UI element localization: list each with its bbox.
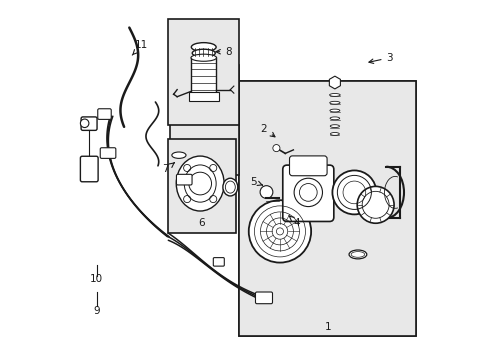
Bar <box>239 81 416 336</box>
Ellipse shape <box>329 94 340 96</box>
FancyBboxPatch shape <box>100 148 116 158</box>
Text: 7: 7 <box>162 163 174 174</box>
Text: 5: 5 <box>250 177 262 187</box>
Ellipse shape <box>192 49 215 57</box>
Text: 6: 6 <box>198 218 204 228</box>
Circle shape <box>260 186 272 198</box>
Ellipse shape <box>223 178 237 196</box>
Bar <box>239 81 416 336</box>
Ellipse shape <box>191 42 216 51</box>
FancyBboxPatch shape <box>81 117 97 130</box>
Text: 3: 3 <box>368 53 392 63</box>
Text: 2: 2 <box>260 123 274 137</box>
Bar <box>188 93 218 101</box>
Ellipse shape <box>348 250 366 259</box>
FancyBboxPatch shape <box>255 292 272 304</box>
Ellipse shape <box>171 152 185 158</box>
Text: 9: 9 <box>93 306 100 316</box>
Ellipse shape <box>329 117 339 120</box>
FancyBboxPatch shape <box>176 174 192 185</box>
Bar <box>170 65 239 175</box>
Ellipse shape <box>329 101 339 104</box>
Ellipse shape <box>330 132 339 135</box>
FancyBboxPatch shape <box>98 109 111 120</box>
Bar <box>191 57 216 93</box>
Circle shape <box>356 186 393 223</box>
FancyBboxPatch shape <box>213 258 224 266</box>
Ellipse shape <box>191 54 216 61</box>
Circle shape <box>248 200 310 262</box>
Ellipse shape <box>176 156 224 211</box>
Text: 10: 10 <box>90 274 103 284</box>
FancyBboxPatch shape <box>80 156 98 182</box>
Circle shape <box>80 119 89 127</box>
FancyBboxPatch shape <box>289 156 326 176</box>
Ellipse shape <box>329 125 339 127</box>
Ellipse shape <box>329 109 339 112</box>
Polygon shape <box>329 76 340 89</box>
Bar <box>168 139 235 233</box>
Text: 8: 8 <box>216 47 231 57</box>
Text: 1: 1 <box>324 322 330 332</box>
Text: 4: 4 <box>288 216 300 228</box>
Bar <box>168 19 239 125</box>
Circle shape <box>332 170 376 215</box>
Text: 11: 11 <box>132 40 148 55</box>
Circle shape <box>272 145 279 152</box>
FancyBboxPatch shape <box>282 165 333 221</box>
